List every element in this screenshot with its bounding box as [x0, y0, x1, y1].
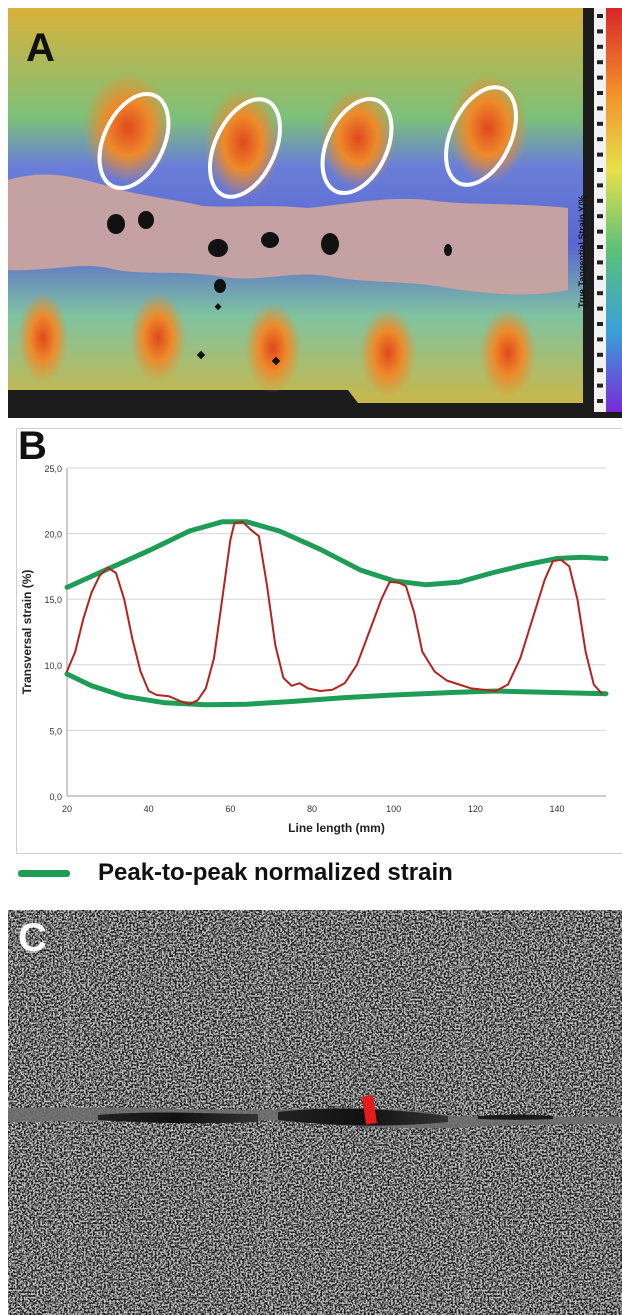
hot-spot — [360, 308, 416, 398]
y-tick-label: 0,0 — [49, 792, 62, 802]
colorbar-tick — [597, 168, 603, 172]
y-tick-label: 25,0 — [44, 464, 62, 474]
colorbar-tick — [597, 322, 603, 326]
series-line-envelope — [64, 519, 609, 590]
axes — [66, 468, 606, 797]
colorbar-tick — [597, 291, 603, 296]
pore — [271, 356, 281, 366]
colorbar-tick — [597, 383, 603, 388]
panel-b-letter: B — [18, 424, 47, 468]
hot-spot — [245, 303, 301, 393]
panel-a-letter: A — [26, 26, 55, 70]
strain-line-chart: 0,0 5,0 10,0 15,0 20,0 25,0 20 40 60 80 100 120 140… — [20, 464, 609, 835]
pore — [208, 239, 228, 257]
colorbar-tick — [597, 152, 603, 157]
crack — [98, 1112, 258, 1124]
colorbar-title: True Tangential Strain Y/% — [577, 195, 587, 308]
grid — [67, 467, 606, 797]
colorbar-tick — [597, 352, 603, 357]
hot-spot — [83, 73, 173, 183]
colorbar — [606, 8, 622, 412]
highlight-ellipse — [444, 85, 518, 187]
x-tick-label: 20 — [62, 804, 72, 814]
highlight-ellipse — [320, 96, 394, 196]
highlight-ellipse — [208, 97, 282, 199]
x-axis-label: Line length (mm) — [288, 821, 385, 835]
colorbar-tick — [597, 29, 603, 34]
x-tick-label: 60 — [225, 804, 235, 814]
colorbar-tick — [597, 337, 603, 342]
weld-seam — [8, 174, 568, 295]
colorbar-tick — [597, 75, 603, 80]
colorbar-tick — [597, 14, 603, 18]
crack — [478, 1114, 553, 1120]
y-tick-label: 5,0 — [49, 726, 62, 736]
colorbar-tick — [597, 245, 603, 249]
pore — [138, 211, 154, 229]
colorbar-ticks — [597, 14, 603, 403]
x-tick-label: 140 — [549, 804, 564, 814]
colorbar-tick — [597, 306, 603, 311]
pore — [321, 233, 339, 255]
pore — [196, 350, 206, 360]
pore — [261, 232, 279, 248]
x-tick-label: 80 — [307, 804, 317, 814]
x-tick-label: 40 — [144, 804, 154, 814]
crack-marker — [362, 1095, 377, 1125]
hot-spot — [480, 308, 536, 398]
colorbar-tick — [597, 44, 603, 49]
chart-frame — [16, 428, 622, 854]
colorbar-scale — [594, 8, 606, 412]
legend: Peak-to-peak normalized strain — [18, 858, 453, 888]
colorbar-tick — [597, 121, 603, 126]
colorbar-tick — [597, 214, 603, 219]
panel-b-chart: 0,0 5,0 10,0 15,0 20,0 25,0 20 40 60 80 100 120 140… — [8, 420, 622, 854]
colorbar-tick — [597, 137, 603, 142]
x-tick-labels: 20 40 60 80 100 120 140 — [62, 804, 565, 814]
colorbar-tick — [597, 106, 603, 111]
hot-spot — [18, 293, 68, 383]
series-group — [64, 519, 609, 708]
series-line-strain — [66, 520, 603, 706]
colorbar-tick — [597, 275, 603, 280]
pore — [444, 244, 452, 256]
pore — [107, 214, 125, 234]
panel-c-speckle-image: C — [8, 910, 622, 1315]
x-tick-label: 100 — [386, 804, 401, 814]
legend-label: Peak-to-peak normalized strain — [98, 859, 453, 886]
colorbar-tick — [597, 229, 603, 234]
y-tick-label: 15,0 — [44, 595, 62, 605]
x-tick-label: 120 — [468, 804, 483, 814]
y-axis-label: Transversal strain (%) — [20, 570, 34, 695]
y-tick-label: 20,0 — [44, 530, 62, 540]
pore — [214, 303, 222, 311]
colorbar-tick — [597, 399, 603, 403]
colorbar-tick — [597, 183, 603, 188]
y-tick-label: 10,0 — [44, 661, 62, 671]
speckle-image — [8, 910, 622, 1315]
panel-a-strain-map: True Tangential Strain Y/% A — [8, 8, 622, 418]
hot-spot — [205, 88, 281, 198]
highlight-ellipse — [97, 91, 171, 191]
y-tick-labels: 0,0 5,0 10,0 15,0 20,0 25,0 — [44, 464, 62, 802]
strain-map-image: True Tangential Strain Y/% — [8, 8, 622, 418]
colorbar-tick — [597, 260, 603, 265]
crack — [278, 1108, 448, 1126]
colorbar-tick — [597, 198, 603, 203]
legend-swatch — [18, 869, 70, 877]
colorbar-tick — [597, 91, 603, 95]
colorbar-tick — [597, 368, 603, 373]
hot-spot — [320, 88, 396, 188]
panel-c-letter: C — [18, 916, 47, 960]
hot-spot — [130, 293, 186, 383]
pore — [214, 279, 226, 293]
colorbar-tick — [597, 60, 603, 65]
